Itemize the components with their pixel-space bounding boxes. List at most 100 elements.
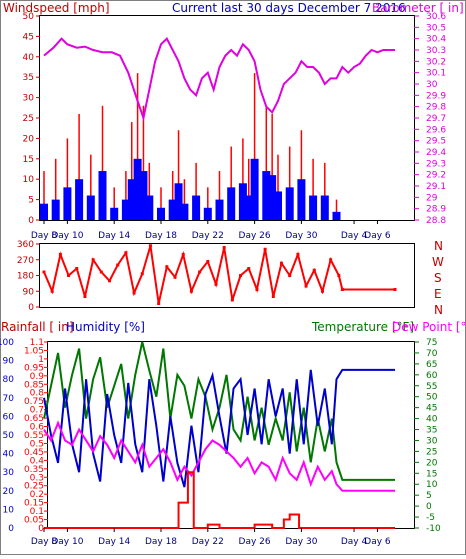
windspeed-tick-label: 45 <box>23 32 34 42</box>
direction-tick-label: 360 <box>17 240 34 250</box>
axis-ticks: 0510152025303540455028.828.92929.129.229… <box>0 12 446 534</box>
barometer-tick-label: 29.6 <box>426 125 446 135</box>
wind-direction-point <box>263 247 267 251</box>
wind-direction-point <box>247 267 251 270</box>
wind-direction-point <box>173 275 177 279</box>
rainfall-tick-label: 0.85 <box>24 380 44 390</box>
rainfall-tick-label: 0.95 <box>24 363 44 373</box>
direction-letter-w: W <box>432 255 444 269</box>
humidity-line <box>43 368 395 488</box>
temperature-tick-label: 55 <box>426 382 437 392</box>
rainfall-tick-label: 0.55 <box>24 431 44 441</box>
windspeed-bar <box>180 203 189 220</box>
rainfall-tick-label: 0.8 <box>30 389 45 399</box>
rainfall-tick-label: 0.5 <box>30 439 44 449</box>
wind-direction-point <box>157 302 161 305</box>
windspeed-bar <box>145 195 154 220</box>
wind-direction-point <box>312 268 316 272</box>
windspeed-tick-label: 30 <box>23 94 35 104</box>
rainfall-tick-label: 0.4 <box>30 456 45 466</box>
wind-direction-point <box>189 289 193 293</box>
temperature-tick-label: 50 <box>426 393 438 403</box>
temperature-tick-label: 0 <box>426 502 432 512</box>
day-label-bottom: Day 14 <box>98 537 130 547</box>
windspeed-tick-label: 10 <box>23 175 35 185</box>
wind-direction-point <box>393 288 397 291</box>
wind-direction-point <box>124 251 128 255</box>
direction-letter-n-bottom: N <box>434 303 443 317</box>
temperature-tick-label: 5 <box>426 491 432 501</box>
windspeed-bar <box>332 211 341 220</box>
temperature-tick-label: 15 <box>426 469 437 479</box>
humidity-tick-label: 100 <box>0 338 14 348</box>
barometer-tick-label: 29.5 <box>426 137 446 147</box>
humidity-tick-label: 60 <box>3 412 15 422</box>
rainfall-tick-label: 1 <box>38 355 44 365</box>
windspeed-bar <box>192 195 201 220</box>
rainfall-tick-label: 0.7 <box>30 406 44 416</box>
windspeed-bar <box>174 183 183 220</box>
wind-direction-point <box>108 279 112 283</box>
wind-direction-point <box>75 267 79 270</box>
wind-direction-point <box>288 274 292 277</box>
wind-barometer-plot <box>40 37 395 220</box>
day-label-top: Day 22 <box>192 231 224 241</box>
direction-letter-s: S <box>434 271 442 285</box>
day-label-bottom: Day 8 <box>31 537 58 547</box>
windspeed-bar <box>133 158 142 220</box>
windspeed-bar <box>168 199 177 220</box>
windspeed-bar <box>63 187 72 220</box>
wind-direction-point <box>239 274 243 277</box>
windspeed-tick-label: 50 <box>23 12 35 22</box>
barometer-tick-label: 29.9 <box>426 91 446 101</box>
temperature-tick-label: -10 <box>426 524 441 534</box>
rainfall-tick-label: 1.1 <box>30 338 44 348</box>
barometer-tick-label: 30.5 <box>426 23 446 33</box>
wind-direction-point <box>206 260 210 263</box>
wind-direction-point <box>83 295 87 298</box>
direction-letters: N W S E N <box>432 239 444 317</box>
barometer-axis-title: Barometer [ in] <box>372 1 464 15</box>
windspeed-tick-label: 25 <box>23 114 34 124</box>
windspeed-bar <box>268 175 277 220</box>
wind-direction-point <box>58 253 62 256</box>
rainfall-tick-label: 0.45 <box>24 448 44 458</box>
windspeed-tick-label: 5 <box>28 196 34 206</box>
rainfall-tick-label: 0.1 <box>30 507 44 517</box>
wind-direction-point <box>91 258 95 262</box>
barometer-tick-label: 28.9 <box>426 205 446 215</box>
wind-direction-plot <box>42 244 397 305</box>
windspeed-axis-title: Windspeed [mph] <box>3 1 110 15</box>
windspeed-bar <box>157 207 165 220</box>
temperature-tick-label: 60 <box>426 371 438 381</box>
day-label-bottom: Day 18 <box>145 537 177 547</box>
barometer-tick-label: 29.7 <box>426 114 446 124</box>
day-label-top: Day 4 <box>341 231 368 241</box>
wind-direction-point <box>116 263 120 267</box>
windspeed-tick-label: 20 <box>23 134 35 144</box>
windspeed-bar <box>215 199 224 220</box>
wind-direction-point <box>329 258 333 262</box>
rainfall-tick-label: 0.25 <box>24 482 44 492</box>
windspeed-bar <box>274 191 282 220</box>
day-label-bottom: Day 22 <box>192 537 224 547</box>
wind-direction-point <box>148 244 152 248</box>
windspeed-bar <box>127 179 136 220</box>
windspeed-bar <box>51 199 60 220</box>
windspeed-bar <box>121 199 130 220</box>
chart-title: Current last 30 days December 7 2016 <box>172 1 406 15</box>
wind-direction-point <box>271 295 275 298</box>
humidity-tick-label: 30 <box>3 468 15 478</box>
temperature-tick-label: 35 <box>426 426 437 436</box>
wind-direction-point <box>296 253 300 256</box>
temperature-tick-label: 40 <box>426 415 438 425</box>
temperature-tick-label: 30 <box>426 436 438 446</box>
rainfall-tick-label: 0.15 <box>24 499 44 509</box>
barometer-tick-label: 30.1 <box>426 69 446 79</box>
barometer-tick-label: 29.2 <box>426 171 446 181</box>
day-label-top: Day 14 <box>98 231 130 241</box>
temperature-axis-title: Temperature [°F] <box>311 320 414 334</box>
windspeed-bar <box>285 187 294 220</box>
humidity-tick-label: 90 <box>3 357 15 367</box>
